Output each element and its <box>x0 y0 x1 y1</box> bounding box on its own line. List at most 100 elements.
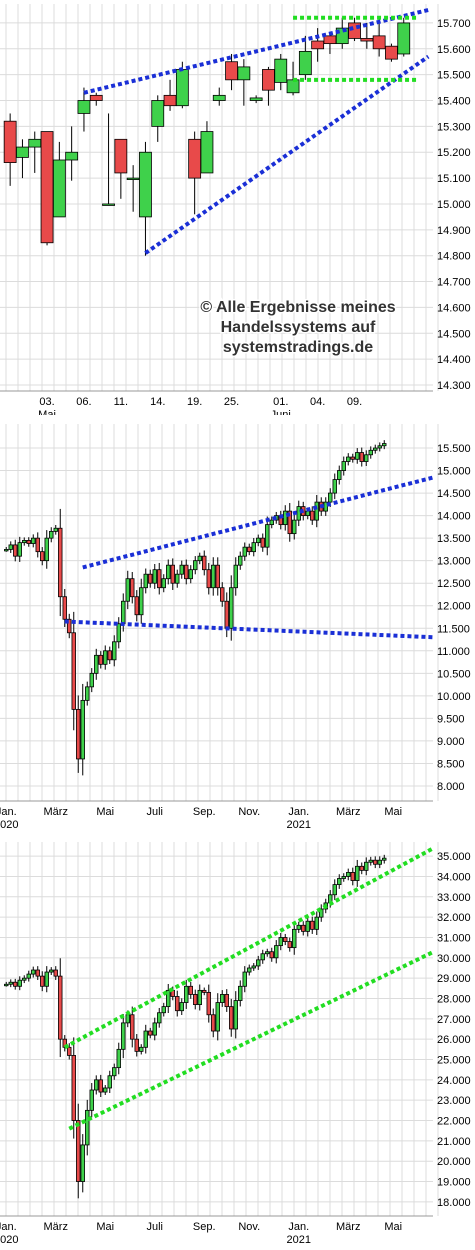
candle-body <box>71 1055 76 1121</box>
candle-body <box>22 540 27 544</box>
candle-body <box>184 985 189 1003</box>
candle-body <box>197 555 202 562</box>
x-tick-label: Nov. <box>238 1221 260 1233</box>
candle-body <box>152 1022 157 1036</box>
candle-body <box>80 1144 85 1182</box>
y-tick-label: 15.000 <box>437 466 471 478</box>
candle-body <box>296 506 301 521</box>
y-tick-label: 13.500 <box>437 533 471 545</box>
candle-body <box>40 551 45 562</box>
candle-body <box>364 861 369 871</box>
candle-body <box>98 654 103 665</box>
chart-panel-june: 15.700 15.600 15.500 15.400 15.300 15.200 15.1… <box>0 4 471 415</box>
trendline <box>68 949 435 1131</box>
candle-body <box>89 94 103 101</box>
candle-body <box>346 872 351 877</box>
candle-body <box>359 452 364 462</box>
x-tick-label: 25. <box>224 396 239 408</box>
y-tick-label: 15.000 <box>437 199 471 211</box>
candle-body <box>332 884 337 896</box>
y-tick-label: 31.000 <box>437 932 471 944</box>
candle-body <box>202 555 207 571</box>
candle-body <box>17 979 22 987</box>
candle-body <box>310 510 315 521</box>
y-tick-label: 29.000 <box>437 973 471 985</box>
candle-body <box>305 920 310 932</box>
candle-body <box>377 859 382 865</box>
candle-body <box>67 1046 72 1056</box>
y-tick-label: 32.000 <box>437 912 471 924</box>
panel-separator <box>0 834 475 838</box>
candle-body <box>67 618 72 634</box>
y-tick-label: 13.000 <box>437 556 471 568</box>
x-tick-label: März <box>44 1221 68 1233</box>
candle-body <box>163 94 177 107</box>
candle-body <box>143 1030 148 1048</box>
candle-body <box>116 623 121 643</box>
candle-body <box>319 908 324 918</box>
candle-body <box>206 991 211 1016</box>
x-tick-label: Juli <box>146 806 163 818</box>
candle-body <box>85 1109 90 1146</box>
candle-body <box>80 699 85 760</box>
x-tick-sublabel: 2021 <box>287 1234 311 1246</box>
candle-body <box>148 1030 153 1036</box>
y-tick-label: 22.000 <box>437 1116 471 1128</box>
candle-body <box>77 100 91 114</box>
candle-body <box>13 981 18 987</box>
candle-body <box>373 859 378 865</box>
x-tick-label: März <box>336 806 360 818</box>
candle-body <box>112 641 117 661</box>
y-tick-label: 23.000 <box>437 1095 471 1107</box>
candle-body <box>26 973 31 979</box>
candle-body <box>311 40 325 50</box>
y-tick-label: 12.000 <box>437 601 471 613</box>
candle-body <box>139 587 144 616</box>
candle-body <box>292 928 297 949</box>
candle-body <box>112 1067 117 1077</box>
candle-body <box>8 544 13 550</box>
candle-body <box>341 876 346 879</box>
candle-body <box>44 971 49 987</box>
candle-body <box>355 865 360 881</box>
candle-body <box>89 1089 94 1111</box>
y-tick-label: 15.500 <box>437 443 471 455</box>
candle-body <box>229 1006 234 1030</box>
y-tick-label: 15.600 <box>437 44 471 56</box>
candle-body <box>305 510 310 517</box>
candle-body <box>4 983 9 987</box>
trendline <box>83 8 429 95</box>
candle-body <box>251 965 256 969</box>
candle-body <box>301 924 306 932</box>
candle-body <box>3 120 17 163</box>
x-tick-label: 19. <box>187 396 202 408</box>
candle-body <box>397 22 411 55</box>
candle-body <box>121 600 126 625</box>
y-tick-label: 15.200 <box>437 147 471 159</box>
candle-body <box>202 989 207 993</box>
y-tick-label: 15.700 <box>437 18 471 30</box>
candle-body <box>40 975 45 987</box>
y-tick-label: 11.000 <box>437 646 470 658</box>
candle-body <box>130 578 135 598</box>
candle-body <box>256 537 261 544</box>
candle-body <box>332 479 337 494</box>
candle-body <box>360 38 374 42</box>
x-tick-label: 04. <box>310 396 325 408</box>
candle-body <box>76 1120 81 1182</box>
candle-body <box>8 981 13 985</box>
candle-body <box>211 1014 216 1032</box>
candle-body <box>71 632 76 710</box>
candle-body <box>157 569 162 589</box>
y-tick-label: 19.000 <box>437 1177 471 1189</box>
candle-body <box>94 1079 99 1091</box>
candle-body <box>341 461 346 471</box>
candle-body <box>193 994 198 1005</box>
y-tick-label: 33.000 <box>437 892 471 904</box>
candle-body <box>125 578 130 602</box>
x-tick-sublabel: Mai <box>38 409 56 415</box>
candle-body <box>233 564 238 589</box>
candle-body <box>161 578 166 589</box>
candle-body <box>49 530 54 539</box>
candle-body <box>382 857 387 861</box>
